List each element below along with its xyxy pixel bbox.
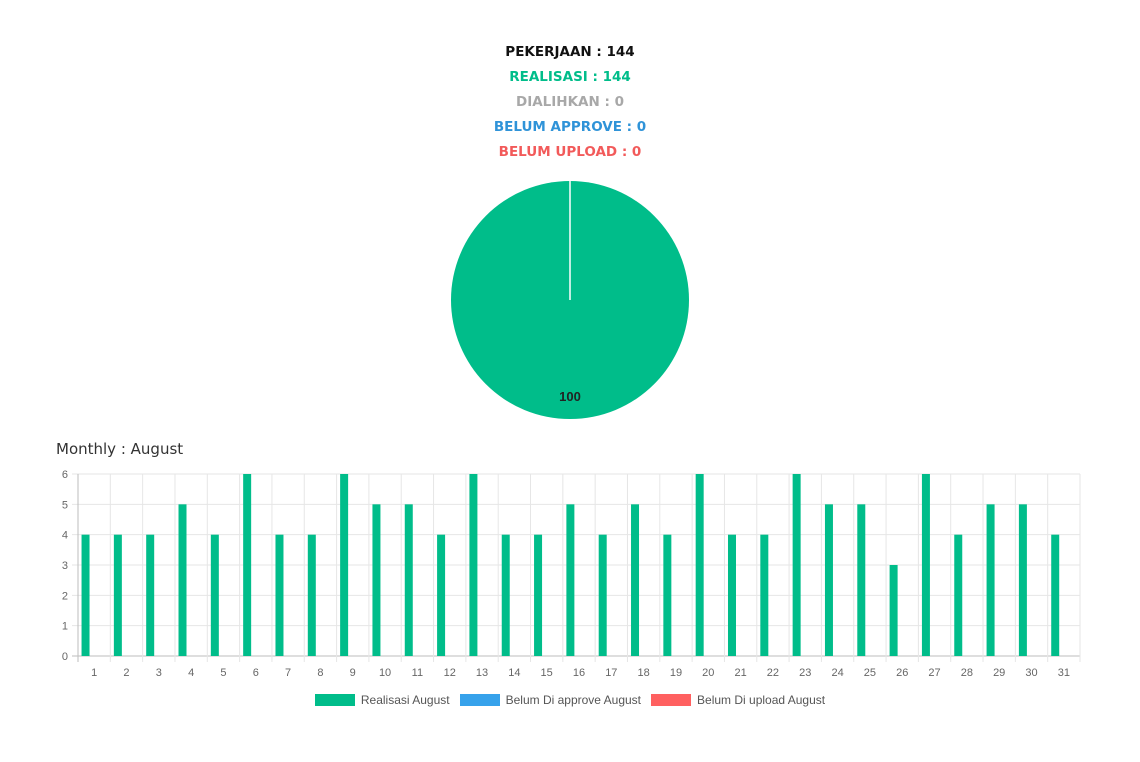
legend-item-realisasi[interactable]: Realisasi August <box>314 693 450 707</box>
x-tick-label: 8 <box>317 667 323 679</box>
legend-label-belum-upload: Belum Di upload August <box>697 693 826 707</box>
legend-label-belum-approve: Belum Di approve August <box>505 693 642 707</box>
x-tick-label: 24 <box>831 667 843 679</box>
pie-chart: 100 <box>451 181 689 419</box>
y-tick-label: 3 <box>62 560 68 572</box>
bar-realisasi-august[interactable] <box>307 534 316 656</box>
bar-realisasi-august[interactable] <box>954 534 963 656</box>
bar-realisasi-august[interactable] <box>404 504 413 656</box>
bar-realisasi-august[interactable] <box>113 534 122 656</box>
stat-realisasi: REALISASI : 144 <box>509 69 631 85</box>
y-tick-label: 4 <box>62 530 68 542</box>
x-tick-label: 29 <box>993 667 1005 679</box>
y-tick-label: 5 <box>62 499 68 511</box>
bar-realisasi-august[interactable] <box>598 534 607 656</box>
y-tick-label: 2 <box>62 590 68 602</box>
bar-realisasi-august[interactable] <box>760 534 769 656</box>
x-tick-label: 5 <box>220 667 226 679</box>
x-tick-label: 27 <box>928 667 940 679</box>
bar-chart-legend: Realisasi August Belum Di approve August… <box>0 693 1140 707</box>
x-tick-label: 25 <box>864 667 876 679</box>
x-tick-label: 14 <box>508 667 520 679</box>
x-tick-label: 17 <box>605 667 617 679</box>
bar-realisasi-august[interactable] <box>81 534 90 656</box>
summary-stats: PEKERJAAN : 144 REALISASI : 144 DIALIHKA… <box>0 40 1140 165</box>
x-tick-label: 3 <box>156 667 162 679</box>
x-tick-label: 13 <box>476 667 488 679</box>
pie-data-label: 100 <box>559 389 581 404</box>
bar-realisasi-august[interactable] <box>340 474 349 656</box>
x-tick-label: 20 <box>702 667 714 679</box>
bar-realisasi-august[interactable] <box>857 504 866 656</box>
y-tick-label: 0 <box>62 651 68 663</box>
x-tick-label: 31 <box>1058 667 1070 679</box>
x-tick-label: 12 <box>444 667 456 679</box>
bar-realisasi-august[interactable] <box>146 534 155 656</box>
x-tick-label: 10 <box>379 667 391 679</box>
legend-item-belum-approve[interactable]: Belum Di approve August <box>459 693 642 707</box>
x-tick-label: 19 <box>670 667 682 679</box>
bar-realisasi-august[interactable] <box>695 474 704 656</box>
bar-realisasi-august[interactable] <box>727 534 736 656</box>
bar-realisasi-august[interactable] <box>501 534 510 656</box>
bar-realisasi-august[interactable] <box>663 534 672 656</box>
x-tick-label: 23 <box>799 667 811 679</box>
y-tick-label: 1 <box>62 621 68 633</box>
bar-realisasi-august[interactable] <box>986 504 995 656</box>
bar-realisasi-august[interactable] <box>792 474 801 656</box>
bar-realisasi-august[interactable] <box>469 474 478 656</box>
bar-realisasi-august[interactable] <box>1018 504 1027 656</box>
x-tick-label: 26 <box>896 667 908 679</box>
bar-realisasi-august[interactable] <box>631 504 640 656</box>
x-tick-label: 30 <box>1025 667 1037 679</box>
legend-label-realisasi: Realisasi August <box>360 693 450 707</box>
y-tick-label: 6 <box>62 469 68 481</box>
bar-realisasi-august[interactable] <box>921 474 930 656</box>
x-tick-label: 21 <box>734 667 746 679</box>
x-tick-label: 22 <box>767 667 779 679</box>
bar-realisasi-august[interactable] <box>824 504 833 656</box>
stat-total: PEKERJAAN : 144 <box>505 44 635 60</box>
bar-realisasi-august[interactable] <box>372 504 381 656</box>
stat-belum-approve: BELUM APPROVE : 0 <box>493 119 647 135</box>
legend-item-belum-upload[interactable]: Belum Di upload August <box>651 693 825 707</box>
x-tick-label: 7 <box>285 667 291 679</box>
x-tick-label: 15 <box>541 667 553 679</box>
monthly-title: Monthly : August <box>56 440 184 458</box>
stat-belum-upload: BELUM UPLOAD : 0 <box>498 144 642 160</box>
x-tick-label: 28 <box>961 667 973 679</box>
bar-realisasi-august[interactable] <box>437 534 446 656</box>
x-tick-label: 6 <box>253 667 259 679</box>
stat-dialihkan: DIALIHKAN : 0 <box>516 94 624 110</box>
bar-realisasi-august[interactable] <box>243 474 252 656</box>
x-tick-label: 11 <box>412 667 423 679</box>
bar-realisasi-august[interactable] <box>275 534 284 656</box>
x-tick-label: 18 <box>638 667 650 679</box>
bar-realisasi-august[interactable] <box>210 534 219 656</box>
x-tick-label: 2 <box>123 667 129 679</box>
bar-realisasi-august[interactable] <box>534 534 543 656</box>
legend-swatch-belum-approve <box>459 694 500 706</box>
x-tick-label: 16 <box>573 667 585 679</box>
bar-realisasi-august[interactable] <box>178 504 187 656</box>
legend-swatch-belum-upload <box>651 694 692 706</box>
bar-realisasi-august[interactable] <box>1051 534 1060 656</box>
x-tick-label: 1 <box>91 667 97 679</box>
x-tick-label: 9 <box>350 667 356 679</box>
x-tick-label: 4 <box>188 667 194 679</box>
bar-realisasi-august[interactable] <box>566 504 575 656</box>
bar-realisasi-august[interactable] <box>889 565 898 656</box>
legend-swatch-realisasi <box>314 694 355 706</box>
